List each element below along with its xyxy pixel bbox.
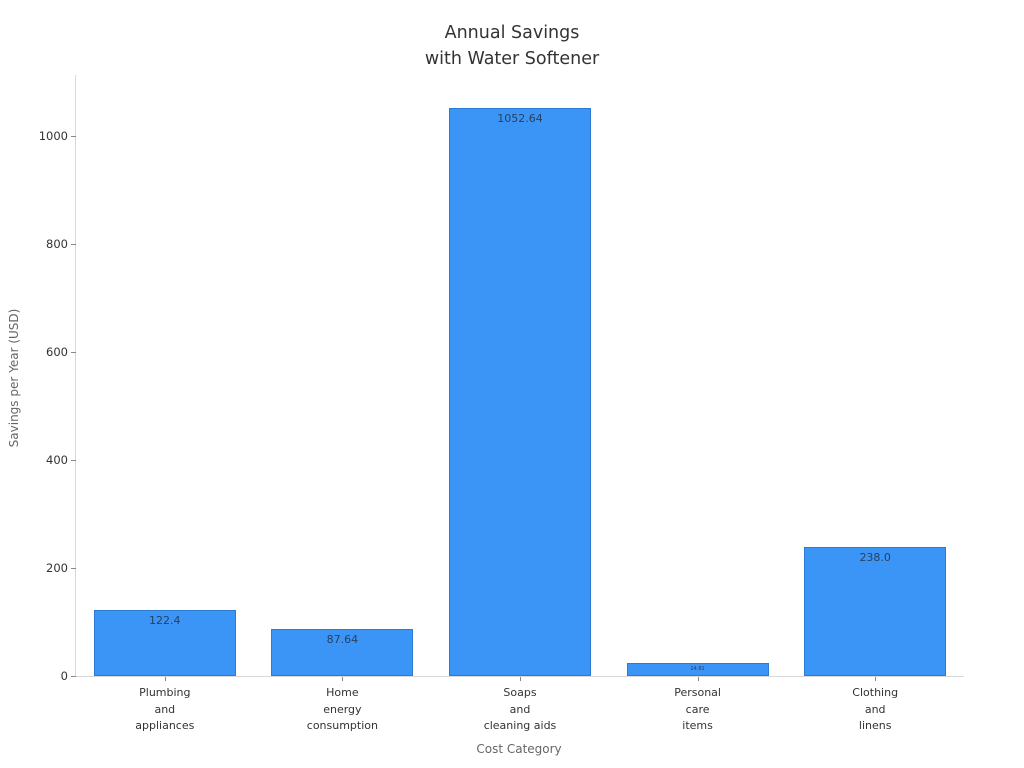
x-tick-mark [164,677,166,681]
y-tick-mark [71,460,76,461]
bar: 238.0 [804,547,947,676]
y-tick-label: 800 [46,237,68,251]
x-category-label: Soaps and cleaning aids [483,686,557,732]
y-tick-mark [71,136,76,138]
y-tick-mark [71,568,76,569]
bar-value-label: 238.0 [859,551,891,565]
bar-value-label: 122.4 [149,613,181,627]
bar-value-label: 87.64 [326,632,359,646]
y-tick-mark [71,352,76,353]
plot-area: 0 200 400 600 800 1000 122.4 Plumbing and appli… [39,75,964,732]
chart-title: Annual Savings with Water Softener [424,23,600,69]
x-category-label: Plumbing and appliances [135,686,195,732]
x-tick-mark [520,677,521,681]
y-tick-label: 600 [46,345,68,359]
y-tick-mark [71,244,76,245]
y-tick-label: 0 [60,669,68,683]
y-tick-label: 200 [46,561,68,575]
x-category-label: Home energy consumption [306,686,378,732]
y-tick-label: 400 [46,453,68,467]
bar: 87.64 [271,628,414,676]
x-tick-mark [697,677,699,681]
x-category-label: Clothing and linens [852,686,899,732]
bar: 122.4 [93,609,236,676]
bar: 24.81 [626,662,769,676]
bar-value-label: 24.81 [690,665,705,672]
y-tick-label: 1000 [38,129,68,144]
x-tick-mark [342,677,344,681]
x-category-label: Personal care items [674,686,721,732]
y-axis-title: Savings per Year (USD) [7,308,21,448]
x-tick-mark [875,677,877,681]
x-axis-title: Cost Category [476,742,562,756]
bar-value-label: 1052.64 [497,111,543,125]
bar: 1052.64 [448,107,592,676]
y-tick-mark [71,676,76,677]
